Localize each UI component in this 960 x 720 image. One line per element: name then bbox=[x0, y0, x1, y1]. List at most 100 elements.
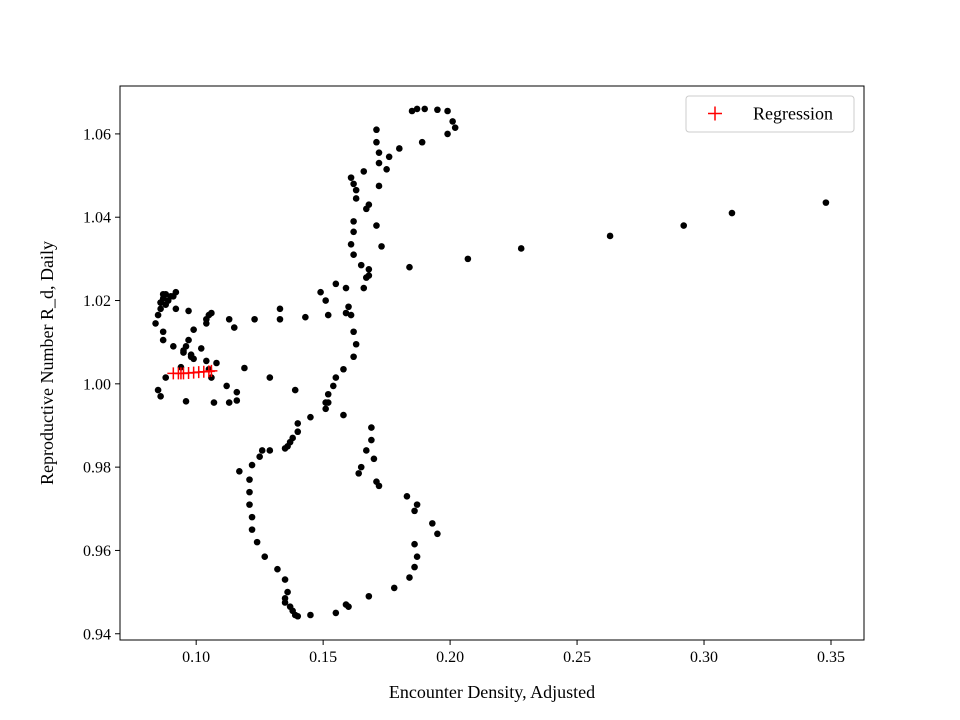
data-point bbox=[291, 386, 299, 394]
data-point bbox=[157, 299, 164, 306]
data-point bbox=[350, 180, 357, 188]
x-tick-label: 0.10 bbox=[182, 649, 210, 666]
data-point bbox=[383, 166, 390, 173]
data-point bbox=[225, 399, 233, 406]
y-tick-label: 1.00 bbox=[83, 376, 111, 393]
data-point bbox=[190, 326, 197, 333]
data-point bbox=[246, 501, 253, 508]
x-tick-label: 0.35 bbox=[817, 649, 845, 666]
data-point bbox=[413, 501, 421, 508]
legend: Regression bbox=[685, 95, 855, 133]
data-point bbox=[251, 315, 258, 323]
data-point bbox=[162, 374, 170, 381]
data-point bbox=[322, 405, 329, 413]
data-point bbox=[375, 149, 383, 156]
data-point bbox=[368, 424, 375, 431]
data-point bbox=[154, 311, 162, 319]
y-tick-label: 1.02 bbox=[83, 293, 111, 310]
data-point bbox=[444, 130, 451, 138]
data-point bbox=[365, 592, 373, 600]
legend-label-regression: Regression bbox=[753, 104, 833, 124]
data-point bbox=[396, 145, 403, 152]
data-point bbox=[350, 251, 357, 258]
axes-background bbox=[120, 86, 864, 640]
data-point bbox=[172, 288, 180, 296]
data-point bbox=[294, 428, 302, 436]
data-point bbox=[411, 507, 418, 515]
data-point bbox=[266, 374, 274, 381]
data-point bbox=[429, 520, 436, 527]
data-point bbox=[172, 305, 180, 313]
data-point bbox=[294, 420, 302, 427]
data-point bbox=[357, 261, 365, 269]
legend-plus-marker bbox=[708, 106, 722, 121]
axes-frame bbox=[119, 85, 865, 641]
x-axis-label: Encounter Density, Adjusted bbox=[389, 682, 595, 702]
data-point bbox=[373, 222, 380, 229]
data-point bbox=[284, 588, 291, 596]
data-point bbox=[246, 488, 253, 496]
data-point bbox=[411, 540, 418, 548]
x-tick-label: 0.20 bbox=[436, 649, 464, 666]
data-point bbox=[180, 349, 187, 356]
data-point bbox=[385, 153, 393, 161]
data-point bbox=[276, 305, 284, 313]
x-axis-ticks: 0.10 0.15 0.20 0.25 0.30 0.35 bbox=[182, 640, 845, 666]
data-point bbox=[680, 222, 688, 229]
data-point bbox=[413, 553, 421, 560]
data-point bbox=[350, 228, 357, 236]
y-axis-ticks: 0.94 0.96 0.98 1.00 1.02 1.04 1.06 bbox=[83, 126, 120, 643]
y-tick-label: 0.96 bbox=[83, 543, 111, 560]
data-point bbox=[403, 492, 411, 500]
data-point bbox=[230, 324, 238, 331]
data-point bbox=[317, 288, 324, 296]
data-point bbox=[363, 274, 370, 281]
data-point bbox=[606, 232, 614, 240]
y-axis-label: Reproductive Number R_d, Daily bbox=[37, 241, 57, 485]
data-point bbox=[444, 107, 451, 115]
data-point bbox=[159, 328, 167, 336]
data-point bbox=[464, 255, 472, 263]
legend-box bbox=[685, 95, 855, 133]
data-point bbox=[342, 284, 350, 292]
data-point bbox=[451, 124, 459, 131]
data-point bbox=[225, 315, 233, 323]
y-tick-label: 1.06 bbox=[83, 126, 111, 143]
x-tick-label: 0.15 bbox=[309, 649, 337, 666]
y-tick-label: 1.04 bbox=[83, 210, 111, 227]
y-tick-label: 0.98 bbox=[83, 460, 111, 477]
data-point bbox=[233, 388, 241, 396]
data-point bbox=[258, 447, 266, 454]
data-point bbox=[434, 530, 441, 538]
data-point bbox=[360, 284, 368, 292]
data-point bbox=[517, 245, 525, 252]
data-point bbox=[223, 382, 230, 390]
points-layer bbox=[152, 105, 830, 620]
data-point bbox=[246, 476, 253, 483]
data-point bbox=[365, 265, 373, 273]
data-point bbox=[406, 263, 413, 271]
data-point bbox=[332, 609, 340, 617]
data-point bbox=[185, 336, 192, 344]
data-point bbox=[368, 436, 375, 444]
data-point bbox=[274, 565, 281, 573]
data-point bbox=[324, 390, 332, 398]
data-point bbox=[162, 301, 170, 308]
x-tick-label: 0.25 bbox=[563, 649, 591, 666]
data-point bbox=[281, 599, 289, 606]
data-point bbox=[347, 311, 355, 319]
data-point bbox=[185, 307, 192, 315]
data-point bbox=[347, 240, 355, 248]
data-point bbox=[248, 526, 256, 533]
data-point bbox=[329, 382, 337, 390]
data-point bbox=[350, 353, 357, 361]
data-point bbox=[347, 174, 355, 181]
data-point bbox=[157, 305, 164, 313]
data-point bbox=[418, 138, 426, 146]
data-point bbox=[182, 398, 190, 405]
data-point bbox=[340, 365, 347, 373]
data-point bbox=[266, 447, 274, 454]
data-point bbox=[373, 138, 380, 146]
plot-area bbox=[119, 85, 865, 641]
